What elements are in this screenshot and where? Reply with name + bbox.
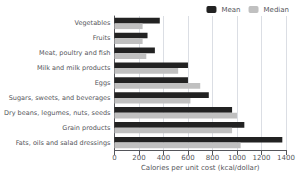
svg-text:Milk and milk products: Milk and milk products (37, 64, 111, 72)
svg-text:600: 600 (181, 154, 194, 162)
svg-text:Median: Median (264, 6, 289, 14)
svg-text:0: 0 (112, 154, 116, 162)
svg-text:Meat, poultry and fish: Meat, poultry and fish (39, 49, 110, 57)
svg-text:Mean: Mean (221, 6, 240, 14)
svg-text:Eggs: Eggs (95, 79, 111, 87)
svg-text:Fats, oils and salad dressings: Fats, oils and salad dressings (16, 139, 111, 147)
svg-text:1000: 1000 (228, 154, 246, 162)
svg-text:1400: 1400 (277, 154, 295, 162)
svg-text:1200: 1200 (253, 154, 271, 162)
svg-text:Dry beans, legumes, nuts, seed: Dry beans, legumes, nuts, seeds (4, 109, 111, 117)
svg-text:400: 400 (157, 154, 170, 162)
svg-text:Calories per unit cost (kcal/d: Calories per unit cost (kcal/dollar) (141, 164, 260, 172)
svg-text:Grain products: Grain products (62, 124, 111, 132)
svg-text:Fruits: Fruits (93, 34, 111, 42)
svg-text:Vegetables: Vegetables (75, 19, 112, 27)
svg-text:800: 800 (206, 154, 219, 162)
svg-text:200: 200 (132, 154, 145, 162)
svg-text:Sugars, sweets, and beverages: Sugars, sweets, and beverages (9, 94, 111, 102)
